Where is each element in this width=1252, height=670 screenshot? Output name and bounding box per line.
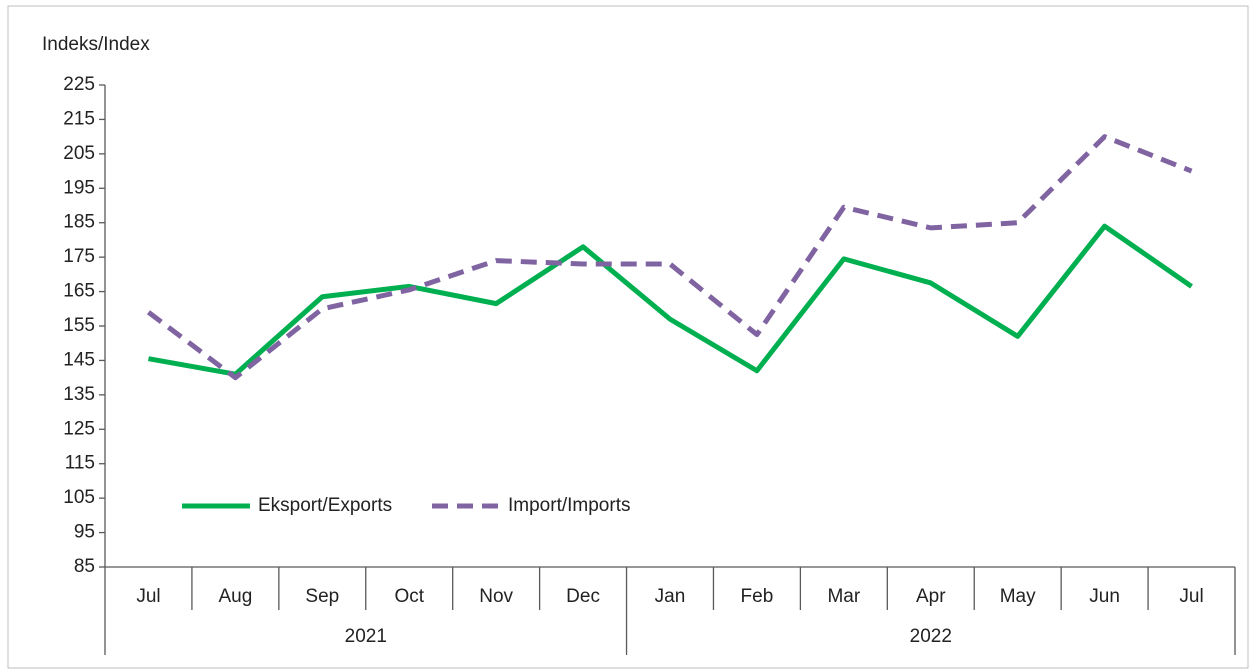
y-tick-label: 85	[74, 556, 95, 577]
x-tick-label: Apr	[916, 586, 946, 607]
y-tick-label: 205	[63, 143, 95, 164]
x-tick-label: Oct	[394, 586, 424, 607]
chart-border	[7, 5, 1249, 669]
legend-label: Eksport/Exports	[258, 495, 392, 516]
x-tick-label: Feb	[741, 586, 774, 607]
y-axis-label: Indeks/Index	[42, 34, 150, 55]
x-tick-label: Sep	[305, 586, 339, 607]
x-tick-label: Jun	[1089, 586, 1120, 607]
group-label: 2022	[910, 626, 952, 647]
legend-label: Import/Imports	[508, 495, 630, 516]
x-tick-label: Jul	[136, 586, 160, 607]
x-tick-label: Nov	[479, 586, 513, 607]
series-line	[146, 134, 1193, 381]
y-tick-label: 135	[63, 384, 95, 405]
x-tick-label: Aug	[218, 586, 252, 607]
y-tick-label: 195	[63, 177, 95, 198]
x-tick-label: Jul	[1179, 586, 1203, 607]
x-tick-label: Mar	[827, 586, 860, 607]
y-tick-label: 115	[65, 453, 95, 474]
x-tick-label: Dec	[566, 586, 600, 607]
y-tick-label: 165	[63, 281, 95, 302]
y-tick-label: 155	[63, 315, 95, 336]
y-tick-label: 175	[63, 246, 95, 267]
y-tick-label: 145	[63, 349, 95, 370]
series-line	[148, 223, 1193, 377]
y-tick-label: 215	[63, 108, 95, 129]
y-tick-label: 95	[74, 522, 95, 543]
y-tick-label: 125	[63, 418, 95, 439]
y-tick-label: 105	[63, 487, 95, 508]
group-label: 2021	[345, 626, 387, 647]
x-tick-label: Jan	[655, 586, 686, 607]
x-tick-label: May	[1000, 586, 1036, 607]
y-tick-label: 225	[63, 74, 95, 95]
y-tick-label: 185	[63, 212, 95, 233]
